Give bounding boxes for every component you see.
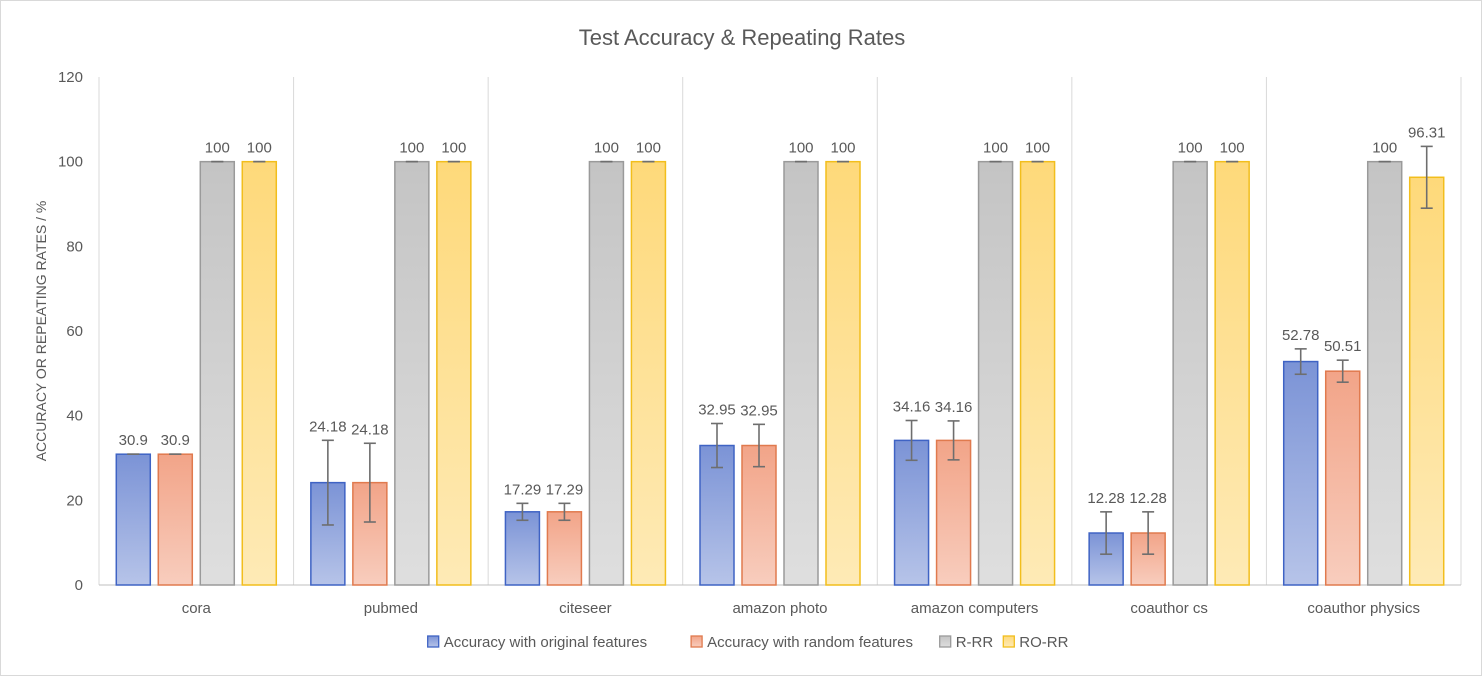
bar — [199, 160, 236, 586]
bar — [1214, 160, 1250, 586]
x-tick-label: citeseer — [559, 600, 612, 617]
legend-label: Accuracy with original features — [444, 634, 647, 651]
bar — [1172, 160, 1208, 586]
data-label: 100 — [205, 140, 230, 157]
x-tick-label: amazon computers — [911, 600, 1039, 617]
bar — [893, 439, 930, 586]
data-label: 100 — [983, 140, 1008, 157]
y-axis-label: ACCURACY OR REPEATING RATES / % — [33, 201, 49, 462]
legend-label: RO-RR — [1019, 634, 1068, 651]
y-tick-label: 20 — [66, 492, 83, 509]
legend: Accuracy with original features Accuracy … — [427, 634, 1069, 651]
bar — [157, 453, 194, 586]
error-bars — [127, 145, 1433, 555]
data-label: 96.31 — [1408, 124, 1446, 141]
y-tick-label: 100 — [58, 154, 83, 171]
data-label: 17.29 — [546, 481, 584, 498]
bars — [115, 160, 1445, 586]
bar — [630, 160, 667, 586]
legend-swatch — [939, 635, 952, 648]
data-label: 12.28 — [1087, 490, 1125, 507]
data-label: 100 — [1025, 140, 1050, 157]
data-label: 100 — [1220, 140, 1245, 157]
bar — [588, 160, 625, 586]
data-label: 100 — [636, 140, 661, 157]
bar — [1282, 360, 1319, 586]
data-label: 100 — [247, 140, 272, 157]
data-label: 100 — [441, 140, 466, 157]
legend-swatch — [690, 635, 703, 648]
bar — [504, 511, 541, 586]
data-label: 100 — [594, 140, 619, 157]
chart-title: Test Accuracy & Repeating Rates — [579, 25, 906, 50]
data-labels: 30.9 30.9 100 100 24.18 24.18 100 100 17.29 17.29… — [119, 124, 1446, 506]
legend-swatch — [427, 635, 440, 648]
bar — [1408, 176, 1445, 586]
data-label: 24.18 — [309, 418, 347, 435]
legend-swatch — [1002, 635, 1015, 648]
bar — [241, 160, 278, 586]
data-label: 100 — [1178, 140, 1203, 157]
y-tick-label: 40 — [66, 408, 83, 425]
data-label: 24.18 — [351, 421, 389, 438]
data-label: 50.51 — [1324, 338, 1362, 355]
legend-label: Accuracy with random features — [707, 634, 913, 651]
bar — [115, 453, 152, 586]
x-tick-label: amazon photo — [732, 600, 827, 617]
data-label: 32.95 — [698, 401, 736, 418]
y-tick-label: 120 — [58, 69, 83, 86]
x-axis-ticks: cora pubmed citeseer amazon photo amazon com… — [182, 600, 1420, 617]
gridlines — [98, 77, 1462, 586]
bar — [546, 511, 583, 586]
data-label: 34.16 — [893, 398, 931, 415]
data-label: 100 — [788, 140, 813, 157]
x-tick-label: pubmed — [364, 600, 418, 617]
bar — [1324, 370, 1361, 586]
data-label: 32.95 — [740, 402, 778, 419]
data-label: 17.29 — [504, 481, 542, 498]
bar — [741, 444, 777, 586]
bar — [1019, 160, 1056, 586]
y-tick-label: 60 — [66, 323, 83, 340]
data-label: 100 — [399, 140, 424, 157]
y-axis-ticks: 0 20 40 60 80 100 120 — [58, 69, 83, 594]
bar — [436, 160, 472, 586]
y-tick-label: 0 — [75, 577, 83, 594]
bar — [783, 160, 819, 586]
x-tick-label: cora — [182, 600, 212, 617]
bar — [825, 160, 861, 586]
data-label: 12.28 — [1129, 490, 1167, 507]
data-label: 34.16 — [935, 399, 973, 416]
x-tick-label: coauthor physics — [1307, 600, 1420, 617]
bar — [935, 439, 972, 586]
data-label: 100 — [1372, 140, 1397, 157]
y-tick-label: 80 — [66, 238, 83, 255]
data-label: 100 — [830, 140, 855, 157]
legend-label: R-RR — [956, 634, 994, 651]
data-label: 30.9 — [161, 432, 190, 449]
bar — [977, 160, 1014, 586]
data-label: 30.9 — [119, 432, 148, 449]
data-label: 52.78 — [1282, 327, 1320, 344]
bar — [1130, 532, 1166, 586]
x-tick-label: coauthor cs — [1130, 600, 1208, 617]
bar — [394, 160, 430, 586]
bar — [1366, 160, 1403, 586]
